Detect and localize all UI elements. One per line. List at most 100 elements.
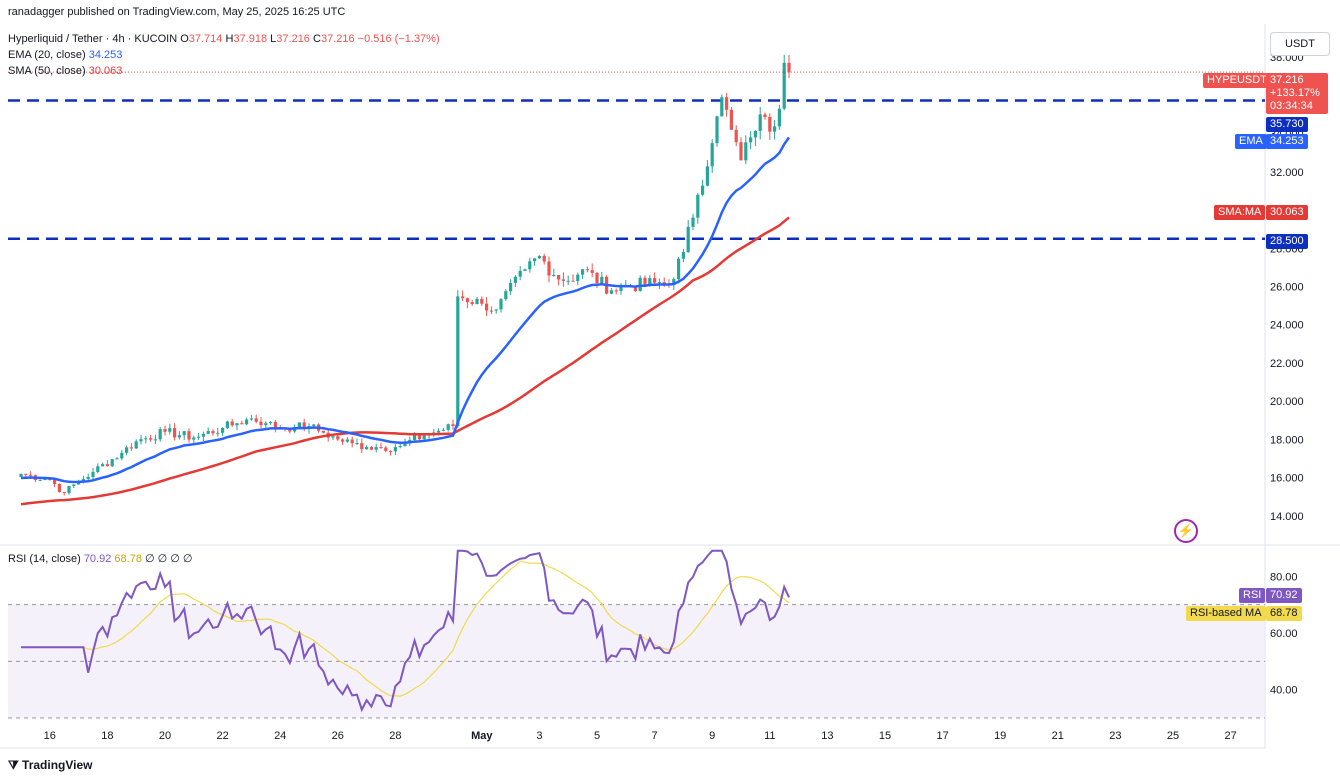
candle: [321, 430, 325, 433]
candle: [101, 464, 105, 467]
time-tick-label: 19: [994, 730, 1006, 742]
candle: [777, 108, 781, 127]
time-tick-label: 16: [44, 730, 56, 742]
candle: [72, 484, 76, 487]
sma-label: SMA (50, close): [8, 65, 86, 77]
rsi-price-tag: 70.92: [1266, 588, 1302, 603]
candle: [413, 435, 417, 440]
legend-rsi[interactable]: RSI (14, close) 70.92 68.78 ∅ ∅ ∅ ∅: [8, 552, 193, 565]
candle: [547, 261, 551, 276]
candle: [614, 290, 618, 292]
candle: [149, 438, 153, 440]
time-tick-label: 5: [594, 730, 600, 742]
time-tick-label: 15: [879, 730, 891, 742]
rsi-ma-line: [21, 560, 790, 697]
candle: [48, 479, 52, 481]
candle: [681, 252, 685, 259]
candle: [384, 447, 388, 451]
candle: [485, 303, 489, 311]
candle: [24, 473, 28, 475]
rsi-line: [21, 549, 790, 713]
candle: [365, 447, 369, 450]
candle: [417, 435, 421, 440]
candle: [763, 114, 767, 117]
candle: [163, 429, 167, 432]
time-tick-label: 3: [536, 730, 542, 742]
candle: [523, 269, 527, 271]
candle: [715, 116, 719, 144]
candle: [753, 130, 757, 138]
price-tick-label: 26.000: [1270, 282, 1304, 294]
candle: [701, 185, 705, 195]
candle: [609, 290, 613, 294]
candle: [465, 298, 469, 303]
candle: [710, 143, 714, 167]
candle: [643, 277, 647, 285]
candle: [19, 473, 23, 477]
time-tick-label: 9: [709, 730, 715, 742]
legend-main: Hyperliquid / Tether · 4h · KUCOIN O37.7…: [8, 33, 440, 45]
tradingview-logo: ⧩ TradingView: [8, 758, 93, 773]
candle: [173, 428, 177, 438]
price-tick-label: 20.000: [1270, 396, 1304, 408]
last-price: 37.216: [1270, 74, 1304, 86]
price-tick-label: 22.000: [1270, 358, 1304, 370]
candle: [129, 447, 133, 449]
candle: [571, 280, 575, 282]
sma-value: 30.063: [88, 65, 123, 77]
candle: [302, 422, 306, 429]
candle: [345, 439, 349, 442]
time-tick-label: 23: [1109, 730, 1121, 742]
candle: [581, 269, 585, 275]
rsi-tick-label: 40.00: [1270, 685, 1298, 697]
time-tick-label: 24: [274, 730, 286, 742]
candle: [240, 423, 244, 425]
candle: [557, 275, 561, 280]
price-tick-label: 16.000: [1270, 473, 1304, 485]
alert-bolt-icon[interactable]: ⚡: [1174, 519, 1198, 543]
ema-label: EMA (20, close): [8, 49, 86, 61]
candle: [408, 439, 412, 442]
candle: [566, 280, 570, 282]
candle: [446, 424, 450, 430]
sma-tag: SMA:MA: [1214, 205, 1266, 220]
currency-button[interactable]: USDT: [1270, 32, 1330, 56]
candle: [672, 279, 676, 285]
candle: [235, 423, 239, 426]
ohlc-close-key: C: [313, 33, 321, 45]
candle: [249, 418, 253, 420]
candle: [696, 194, 700, 218]
candle: [369, 447, 373, 450]
candle: [379, 447, 383, 449]
candle: [513, 276, 517, 283]
candle: [437, 430, 441, 433]
candle: [86, 476, 90, 480]
time-tick-label: 26: [332, 730, 344, 742]
candle: [197, 436, 201, 438]
ema-value: 34.253: [88, 49, 123, 61]
price-tick-label: 32.000: [1270, 167, 1304, 179]
candle: [480, 298, 484, 304]
time-tick-label: 7: [652, 730, 658, 742]
candle: [633, 286, 637, 291]
rsi-ma-value: 68.78: [114, 553, 142, 565]
candle: [787, 62, 791, 73]
time-tick-label: 21: [1052, 730, 1064, 742]
candle: [350, 439, 354, 444]
legend-title[interactable]: Hyperliquid / Tether · 4h · KUCOIN: [8, 33, 178, 45]
ohlc-high-key: H: [225, 33, 234, 45]
candle: [561, 279, 565, 281]
legend-sma[interactable]: SMA (50, close) 30.063: [8, 65, 122, 77]
candle: [120, 452, 124, 459]
candle: [638, 277, 642, 291]
candle: [705, 166, 709, 186]
candle: [499, 299, 503, 310]
change-pct: +133.17%: [1270, 87, 1320, 99]
price-tick-label: 24.000: [1270, 320, 1304, 332]
candle: [662, 282, 666, 285]
legend-ema[interactable]: EMA (20, close) 34.253: [8, 49, 122, 61]
candle: [533, 258, 537, 262]
rsi-value: 70.92: [83, 553, 112, 565]
candle: [91, 471, 95, 477]
